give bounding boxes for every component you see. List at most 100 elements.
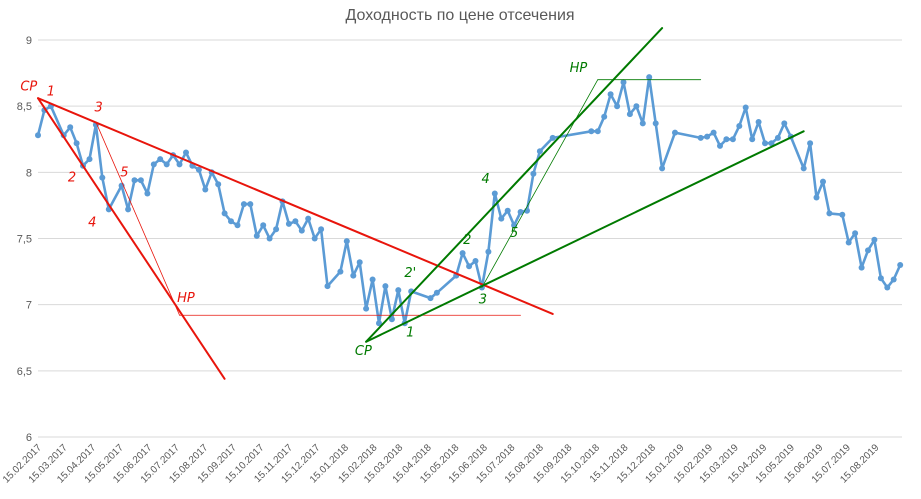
data-point xyxy=(807,140,814,147)
annotation-label: 2 xyxy=(68,171,76,186)
data-point xyxy=(639,120,646,127)
x-axis: 15.02.201715.03.201715.04.201715.05.2017… xyxy=(1,442,882,485)
data-point xyxy=(723,136,730,143)
annotation-label: СР xyxy=(355,344,372,359)
annotation-label: 5 xyxy=(510,226,518,241)
data-point xyxy=(536,148,543,155)
data-point xyxy=(826,210,833,217)
data-point xyxy=(768,140,775,147)
data-point xyxy=(215,181,222,188)
data-point xyxy=(318,226,325,233)
annotation-label: 4 xyxy=(88,216,96,231)
data-point xyxy=(253,232,260,239)
annotation-label: 3 xyxy=(95,100,103,115)
data-point xyxy=(697,134,704,141)
data-point xyxy=(877,275,884,282)
data-point xyxy=(813,194,820,201)
data-point xyxy=(504,207,511,214)
data-point xyxy=(762,140,768,147)
data-point xyxy=(549,134,556,141)
data-point xyxy=(337,268,344,275)
annotation-label: 3 xyxy=(479,292,487,307)
annotation-label: 5 xyxy=(120,165,128,180)
data-point xyxy=(266,235,273,242)
data-point xyxy=(820,178,826,185)
data-point xyxy=(163,161,170,168)
data-point xyxy=(704,133,711,140)
data-point xyxy=(131,177,138,184)
data-point xyxy=(485,248,492,255)
data-point xyxy=(99,174,106,181)
data-point xyxy=(298,227,305,234)
trend-line xyxy=(481,79,599,288)
data-point xyxy=(125,206,132,213)
trend-line xyxy=(365,27,664,343)
data-point xyxy=(363,305,370,312)
data-point xyxy=(749,136,756,143)
data-point xyxy=(427,295,434,302)
annotation-label: СР xyxy=(20,79,37,94)
data-point xyxy=(433,289,440,296)
data-point xyxy=(865,247,871,254)
gridlines xyxy=(38,39,902,438)
annotation-label: НР xyxy=(570,61,588,76)
data-point xyxy=(472,258,479,264)
data-point xyxy=(285,220,292,227)
data-point xyxy=(858,264,865,271)
y-tick-label: 9 xyxy=(26,35,32,47)
data-point xyxy=(466,263,473,270)
data-point xyxy=(183,149,189,156)
data-point xyxy=(755,119,762,125)
data-point xyxy=(234,222,241,229)
data-point xyxy=(620,79,627,86)
annotation-label: 4 xyxy=(481,172,489,187)
data-point xyxy=(356,259,363,266)
data-point xyxy=(144,190,151,197)
data-point xyxy=(35,132,41,139)
annotation-layer: СР 1 3 2 5 4 НР 2' 1 СР 2 3 4 5 НР xyxy=(20,27,805,380)
data-point xyxy=(67,124,74,131)
data-point xyxy=(157,156,164,163)
data-point xyxy=(626,111,633,118)
annotation-label: 2' xyxy=(404,266,416,281)
data-point xyxy=(324,283,331,290)
data-point xyxy=(195,166,202,173)
data-point xyxy=(395,287,402,294)
data-point xyxy=(498,215,505,222)
data-point xyxy=(517,209,524,215)
trend-line xyxy=(365,130,805,343)
annotation-label: 2 xyxy=(463,233,471,248)
data-point xyxy=(781,120,788,127)
data-point xyxy=(369,276,376,283)
data-point xyxy=(717,142,723,149)
data-point xyxy=(311,235,318,242)
data-point xyxy=(260,222,267,229)
annotation-label: 1 xyxy=(47,85,55,100)
data-point xyxy=(176,161,183,168)
series-layer xyxy=(35,74,904,327)
data-point xyxy=(240,201,247,208)
data-point xyxy=(247,201,254,208)
data-point xyxy=(845,239,852,246)
data-point xyxy=(729,136,736,143)
data-point xyxy=(607,91,614,98)
y-tick-label: 6,5 xyxy=(17,366,32,378)
y-axis: 6 6,5 7 7,5 8 8,5 9 xyxy=(17,35,32,444)
data-point xyxy=(652,120,659,127)
data-point xyxy=(614,103,621,110)
data-point xyxy=(633,103,640,110)
data-point xyxy=(839,211,846,218)
data-point xyxy=(202,186,209,193)
data-point xyxy=(343,238,350,245)
data-point xyxy=(228,218,234,225)
y-tick-label: 8 xyxy=(26,167,32,179)
data-point xyxy=(86,156,93,163)
trend-line xyxy=(95,121,180,316)
data-point xyxy=(871,236,878,243)
data-point xyxy=(736,123,743,129)
data-point xyxy=(459,250,466,257)
data-point xyxy=(890,276,897,283)
data-point xyxy=(350,272,357,279)
